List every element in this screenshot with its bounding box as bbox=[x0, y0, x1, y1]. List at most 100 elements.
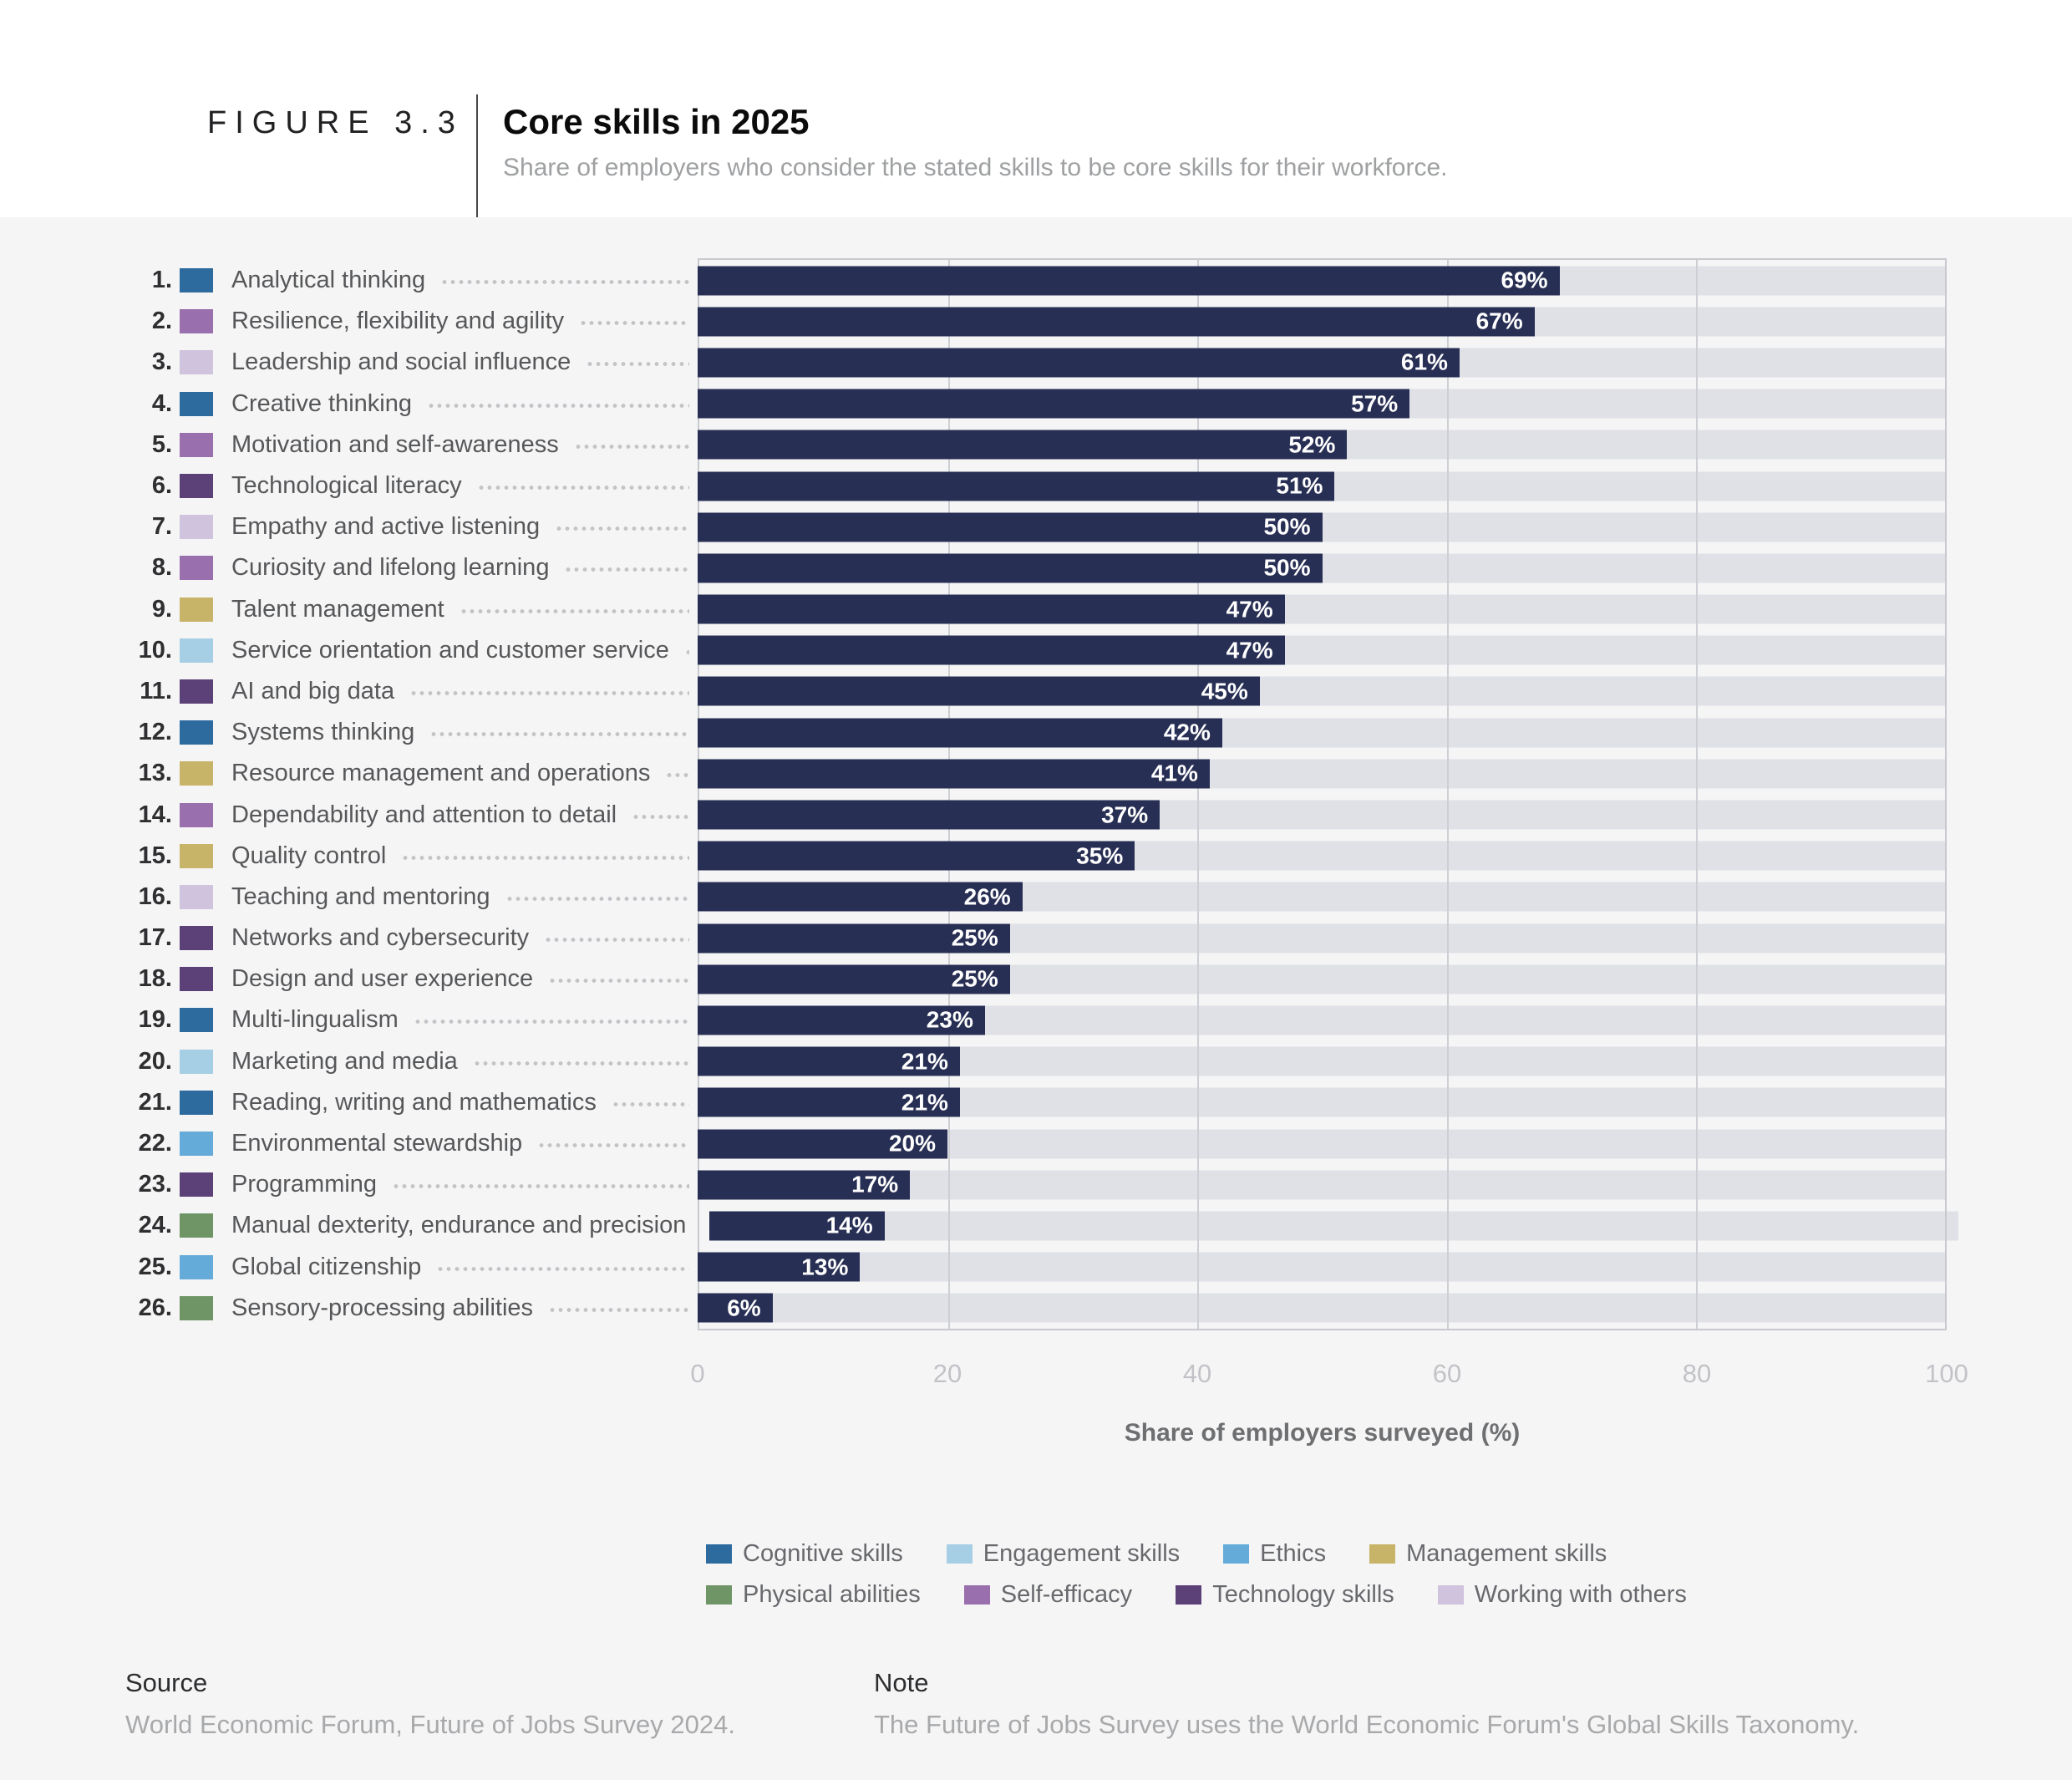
skill-label: Empathy and active listening bbox=[231, 513, 541, 541]
dotted-leader bbox=[436, 1266, 689, 1271]
skill-rank: 14. bbox=[138, 801, 172, 828]
bar-value-label: 26% bbox=[963, 883, 1011, 910]
category-chip-technology bbox=[180, 474, 213, 499]
bar-track bbox=[709, 1211, 1959, 1241]
category-chip-self_efficacy bbox=[180, 432, 213, 457]
skill-bar: 17% bbox=[698, 1170, 911, 1200]
legend-item-self_efficacy: Self-efficacy bbox=[963, 1581, 1132, 1609]
skill-bar: 25% bbox=[698, 923, 1010, 954]
skill-row: 6. Technological literacy 51% bbox=[125, 465, 1947, 506]
skill-label: Programming bbox=[231, 1171, 378, 1198]
skill-bar: 35% bbox=[698, 841, 1135, 871]
legend-label: Ethics bbox=[1260, 1540, 1327, 1567]
bar-cell: 23% bbox=[698, 999, 1947, 1040]
legend-chip-working_with_others bbox=[1437, 1585, 1464, 1605]
skill-bar: 41% bbox=[698, 759, 1210, 789]
x-tick-label: 0 bbox=[690, 1359, 705, 1388]
bar-chart-rows: 1. Analytical thinking 69% 2. Resilience, fl… bbox=[125, 260, 1959, 1329]
bar-cell: 17% bbox=[698, 1164, 1947, 1205]
x-axis: 0 20 40 60 80 100 bbox=[690, 1359, 1968, 1392]
category-chip-management bbox=[180, 761, 213, 786]
dotted-leader bbox=[586, 362, 689, 367]
note-heading: Note bbox=[874, 1668, 929, 1697]
skill-bar: 47% bbox=[698, 594, 1285, 624]
skill-row: 19. Multi-lingualism 23% bbox=[125, 999, 1947, 1040]
skill-label: Service orientation and customer service bbox=[231, 636, 669, 664]
category-chip-technology bbox=[180, 1172, 213, 1198]
dotted-leader bbox=[440, 280, 689, 285]
bar-value-label: 14% bbox=[825, 1212, 873, 1238]
skill-bar: 47% bbox=[698, 635, 1285, 665]
bar-cell: 35% bbox=[698, 836, 1947, 877]
header-divider bbox=[476, 94, 478, 217]
category-chip-ethics bbox=[180, 1254, 213, 1279]
skill-row: 16. Teaching and mentoring 26% bbox=[125, 877, 1947, 918]
bar-cell: 6% bbox=[698, 1288, 1947, 1329]
legend-item-technology: Technology skills bbox=[1176, 1581, 1394, 1609]
skill-row: 7. Empathy and active listening 50% bbox=[125, 506, 1947, 547]
legend-label: Physical abilities bbox=[743, 1581, 921, 1608]
legend-item-management: Management skills bbox=[1369, 1540, 1607, 1568]
x-tick-label: 40 bbox=[1182, 1359, 1212, 1388]
bar-value-label: 13% bbox=[801, 1254, 849, 1280]
skill-label: Leadership and social influence bbox=[231, 348, 571, 376]
category-chip-working_with_others bbox=[180, 884, 213, 909]
skill-row: 23. Programming 17% bbox=[125, 1164, 1947, 1205]
dotted-leader bbox=[548, 979, 689, 984]
bar-value-label: 37% bbox=[1101, 801, 1149, 828]
bar-cell: 51% bbox=[698, 465, 1947, 506]
skill-row: 26. Sensory-processing abilities 6% bbox=[125, 1288, 1947, 1329]
skill-row: 2. Resilience, flexibility and agility 67% bbox=[125, 301, 1947, 342]
category-chip-cognitive bbox=[180, 391, 213, 416]
skill-label: Resilience, flexibility and agility bbox=[231, 308, 565, 335]
skill-rank: 11. bbox=[140, 677, 172, 704]
figure-number: FIGURE 3.3 bbox=[207, 105, 464, 140]
skill-bar: 42% bbox=[698, 718, 1222, 748]
legend-chip-ethics bbox=[1223, 1544, 1250, 1564]
bar-cell: 52% bbox=[698, 425, 1947, 465]
category-chip-cognitive bbox=[180, 720, 213, 745]
skill-rank: 6. bbox=[151, 472, 172, 500]
category-chip-cognitive bbox=[180, 268, 213, 293]
chart-legend: Cognitive skills Engagement skills Ethics M… bbox=[706, 1540, 1687, 1609]
bar-cell: 57% bbox=[698, 384, 1947, 425]
bar-cell: 61% bbox=[698, 342, 1947, 383]
bar-cell: 47% bbox=[698, 589, 1947, 630]
category-chip-self_efficacy bbox=[180, 802, 213, 827]
bar-value-label: 69% bbox=[1501, 267, 1548, 293]
skill-row: 8. Curiosity and lifelong learning 50% bbox=[125, 547, 1947, 588]
x-tick-label: 20 bbox=[932, 1359, 962, 1388]
skill-rank: 2. bbox=[151, 308, 172, 335]
legend-chip-cognitive bbox=[706, 1544, 732, 1564]
dotted-leader bbox=[544, 938, 689, 943]
bar-cell: 21% bbox=[698, 1082, 1947, 1123]
skill-label: Motivation and self-awareness bbox=[231, 430, 559, 458]
legend-chip-technology bbox=[1176, 1585, 1202, 1605]
skill-label: Analytical thinking bbox=[231, 267, 426, 294]
skill-rank: 20. bbox=[138, 1047, 172, 1075]
bar-value-label: 25% bbox=[951, 965, 998, 992]
category-chip-cognitive bbox=[180, 1090, 213, 1115]
dotted-leader bbox=[579, 321, 689, 326]
legend-label: Management skills bbox=[1406, 1540, 1607, 1567]
skill-label: Multi-lingualism bbox=[231, 1006, 399, 1034]
bar-track bbox=[698, 1293, 1947, 1323]
dotted-leader bbox=[632, 814, 689, 819]
dotted-leader bbox=[429, 732, 689, 737]
category-chip-self_efficacy bbox=[180, 309, 213, 334]
dotted-leader bbox=[573, 444, 689, 449]
dotted-leader bbox=[392, 1184, 689, 1189]
dotted-leader bbox=[611, 1101, 689, 1106]
skill-rank: 19. bbox=[138, 1006, 172, 1034]
bar-cell: 50% bbox=[698, 547, 1947, 588]
skill-rank: 22. bbox=[138, 1130, 172, 1157]
skill-row: 3. Leadership and social influence 61% bbox=[125, 342, 1947, 383]
skill-bar: 21% bbox=[698, 1046, 960, 1076]
skill-label: Dependability and attention to detail bbox=[231, 801, 617, 828]
dotted-leader bbox=[505, 896, 689, 901]
skill-label: Global citizenship bbox=[231, 1253, 422, 1280]
skill-rank: 23. bbox=[138, 1171, 172, 1198]
category-chip-technology bbox=[180, 679, 213, 704]
skill-rank: 15. bbox=[138, 842, 172, 869]
